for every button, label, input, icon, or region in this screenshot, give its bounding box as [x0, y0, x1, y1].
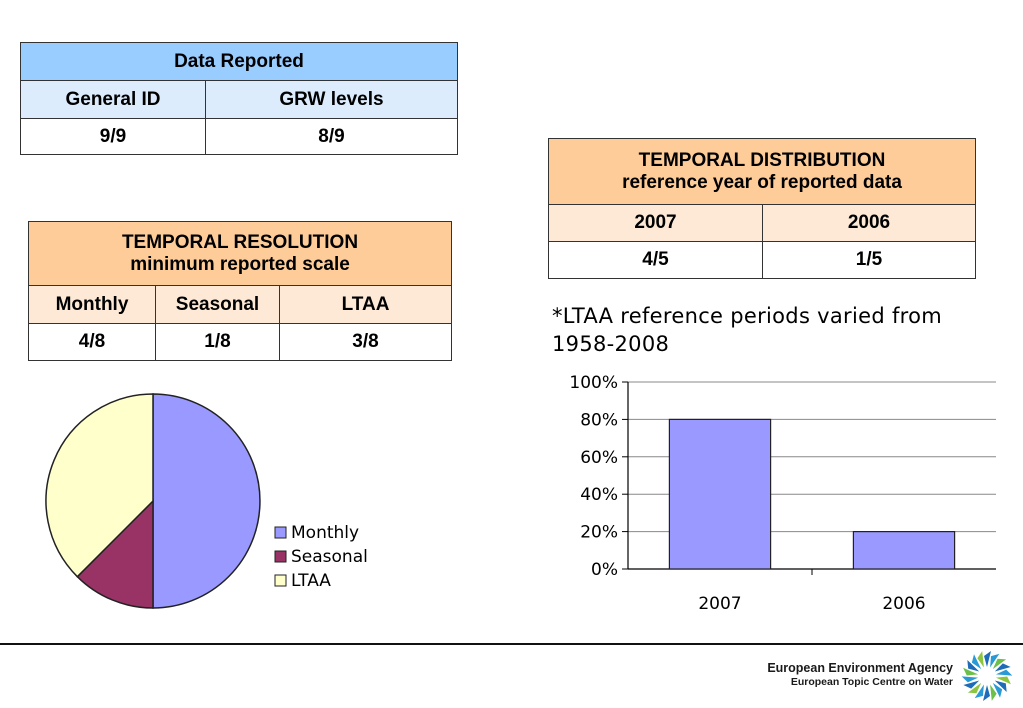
legend-swatch-seasonal: [274, 550, 287, 563]
logo-petal: [963, 667, 979, 676]
x-tick-label: 2007: [698, 594, 741, 614]
legend-label-monthly: Monthly: [291, 523, 359, 543]
y-tick-label: 20%: [580, 523, 618, 543]
bar-2006: [852, 531, 956, 570]
column-header: GRW levels: [205, 80, 458, 119]
legend-swatch-ltaa: [274, 574, 287, 587]
logo-petal: [995, 669, 1013, 676]
pie-slice-ltaa: [45, 393, 154, 578]
logo-petal: [983, 685, 990, 701]
y-tick-label: 0%: [591, 560, 618, 580]
logo-petal: [963, 680, 980, 689]
logo-petal: [995, 676, 1011, 685]
logo-petal: [971, 654, 982, 670]
table-cell: 1/5: [762, 241, 976, 279]
table-cell: 1/8: [155, 323, 280, 361]
y-tick-label: 80%: [580, 410, 618, 430]
legend-label-ltaa: LTAA: [291, 571, 331, 591]
table-title-line2: reference year of reported data: [622, 171, 902, 193]
column-header: Seasonal: [155, 285, 280, 324]
table-cell: 4/5: [548, 241, 763, 279]
table-title: TEMPORAL DISTRIBUTION reference year of …: [548, 138, 976, 205]
y-tick-label: 100%: [569, 373, 618, 393]
footer-divider: [0, 643, 1023, 645]
temporal-distribution-table: TEMPORAL DISTRIBUTION reference year of …: [548, 138, 976, 279]
logo-petal: [994, 663, 1011, 672]
org-name: European Environment Agency: [767, 661, 953, 675]
table-cell: 8/9: [205, 118, 458, 155]
table-cell: 9/9: [20, 118, 206, 155]
logo-petal: [967, 682, 982, 694]
y-tick-label: 40%: [580, 485, 618, 505]
table-title-line2: minimum reported scale: [130, 253, 350, 275]
org-subname: European Topic Centre on Water: [790, 676, 953, 688]
temporal-resolution-table: TEMPORAL RESOLUTION minimum reported sca…: [28, 221, 452, 361]
logo-petal: [990, 684, 997, 701]
logo-petal: [977, 651, 984, 668]
column-header: LTAA: [279, 285, 452, 324]
logo-petal: [992, 682, 1003, 698]
table-cell: 3/8: [279, 323, 452, 361]
table-title: Data Reported: [20, 42, 458, 81]
ltaa-note: *LTAA reference periods varied from 1958…: [552, 304, 943, 356]
logo-petal: [961, 676, 979, 683]
legend-swatch-monthly: [274, 526, 287, 539]
table-title-line1: TEMPORAL DISTRIBUTION: [638, 149, 886, 171]
pie-slice-monthly: [152, 393, 261, 609]
eea-logo-icon: [961, 651, 1013, 701]
column-header: Monthly: [28, 285, 156, 324]
table-title-line1: TEMPORAL RESOLUTION: [121, 231, 359, 253]
table-title: TEMPORAL RESOLUTION minimum reported sca…: [28, 221, 452, 286]
pie-slice-seasonal: [76, 499, 154, 609]
logo-petal: [992, 658, 1007, 670]
bar-2007: [668, 418, 772, 570]
data-reported-table: Data Reported General ID GRW levels 9/9 …: [20, 42, 458, 155]
pie-chart: Monthly Seasonal LTAA: [45, 393, 368, 609]
table-cell: 4/8: [28, 323, 156, 361]
column-header: 2007: [548, 204, 763, 242]
logo-petal: [984, 651, 991, 667]
x-tick-label: 2006: [882, 594, 925, 614]
y-tick-label: 60%: [580, 448, 618, 468]
bar-chart: 0% 20% 40% 60% 80% 100% 2007 2006: [569, 373, 996, 614]
column-header: 2006: [762, 204, 976, 242]
legend-label-seasonal: Seasonal: [291, 547, 368, 567]
footer-org-text: European Environment Agency European Top…: [767, 661, 953, 689]
column-header: General ID: [20, 80, 206, 119]
